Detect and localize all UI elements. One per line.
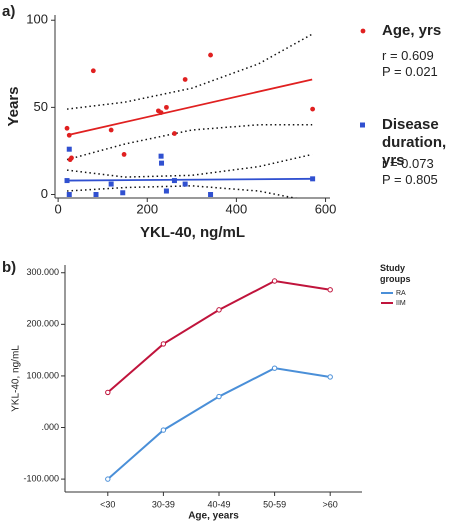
point (163, 188, 169, 194)
stat-r: r = 0.073 (382, 156, 434, 171)
y-tick-label: 200.000 (26, 319, 59, 329)
legend-title: Study groups (380, 263, 411, 284)
legend-label: RA (396, 290, 406, 297)
fit-line (67, 177, 313, 182)
y-axis-label: YKL-40, ng/mL (11, 345, 22, 412)
point (310, 176, 316, 182)
x-tick-label: <30 (100, 499, 115, 509)
legend-label: Age, yrs (382, 22, 442, 39)
y-tick-label: 50 (34, 99, 48, 114)
y-tick-label: -100.000 (23, 473, 59, 483)
point (64, 125, 70, 131)
point (172, 131, 177, 136)
series-line (107, 367, 331, 480)
point (182, 181, 188, 187)
x-tick-label: 0 (55, 201, 62, 216)
point (159, 160, 165, 166)
x-tick-label: 400 (226, 201, 248, 216)
confidence-band (66, 33, 313, 110)
point (67, 157, 73, 163)
point (327, 374, 333, 380)
x-tick-label: 600 (315, 201, 337, 216)
point (120, 190, 126, 196)
legend-label: Disease duration, yrs (382, 116, 447, 169)
y-tick-label: 0 (41, 186, 48, 201)
point (105, 476, 111, 482)
point (160, 427, 167, 433)
x-axis-label: Age, years (188, 511, 239, 522)
y-tick-label: .000 (41, 422, 59, 432)
stat-p: P = 0.021 (382, 64, 438, 79)
fit-line (66, 78, 313, 137)
point (208, 192, 214, 198)
point (66, 192, 72, 198)
point (93, 192, 99, 198)
confidence-band (66, 153, 313, 178)
point (158, 110, 164, 115)
y-tick-label: 300.000 (26, 267, 59, 277)
point (108, 127, 114, 133)
point (121, 152, 127, 157)
point (271, 278, 278, 284)
x-axis-label: YKL-40, ng/mL (140, 224, 245, 241)
point (216, 393, 222, 400)
point (182, 77, 188, 82)
point (108, 181, 114, 187)
confidence-band (66, 185, 299, 198)
stat-p: P = 0.805 (382, 172, 438, 187)
point (171, 178, 177, 184)
legend-marker (360, 28, 366, 34)
x-tick-label: >60 (323, 499, 338, 509)
panel-label: a) (2, 3, 15, 20)
x-tick-label: 50-59 (263, 499, 286, 509)
point (216, 307, 222, 313)
point (105, 389, 111, 396)
point (327, 287, 333, 293)
point (64, 178, 70, 184)
legend-marker (360, 122, 365, 128)
confidence-band (66, 124, 313, 161)
point (158, 153, 164, 159)
point (164, 104, 169, 110)
x-tick-label: 40-49 (207, 499, 230, 509)
point (90, 68, 96, 74)
point (160, 341, 167, 347)
point (66, 146, 72, 152)
y-tick-label: 100.000 (26, 370, 59, 380)
plot-area (64, 33, 316, 198)
y-axis-label: Years (5, 86, 22, 126)
x-tick-label: 30-39 (152, 499, 175, 509)
series-line (107, 279, 331, 394)
stat-r: r = 0.609 (382, 48, 434, 63)
y-tick-label: 100 (26, 12, 48, 27)
point (66, 132, 72, 138)
point (271, 365, 278, 371)
panel-label: b) (2, 259, 16, 276)
point (208, 52, 213, 58)
legend-label: IIM (396, 300, 406, 307)
x-tick-label: 200 (136, 201, 158, 216)
point (310, 106, 316, 112)
